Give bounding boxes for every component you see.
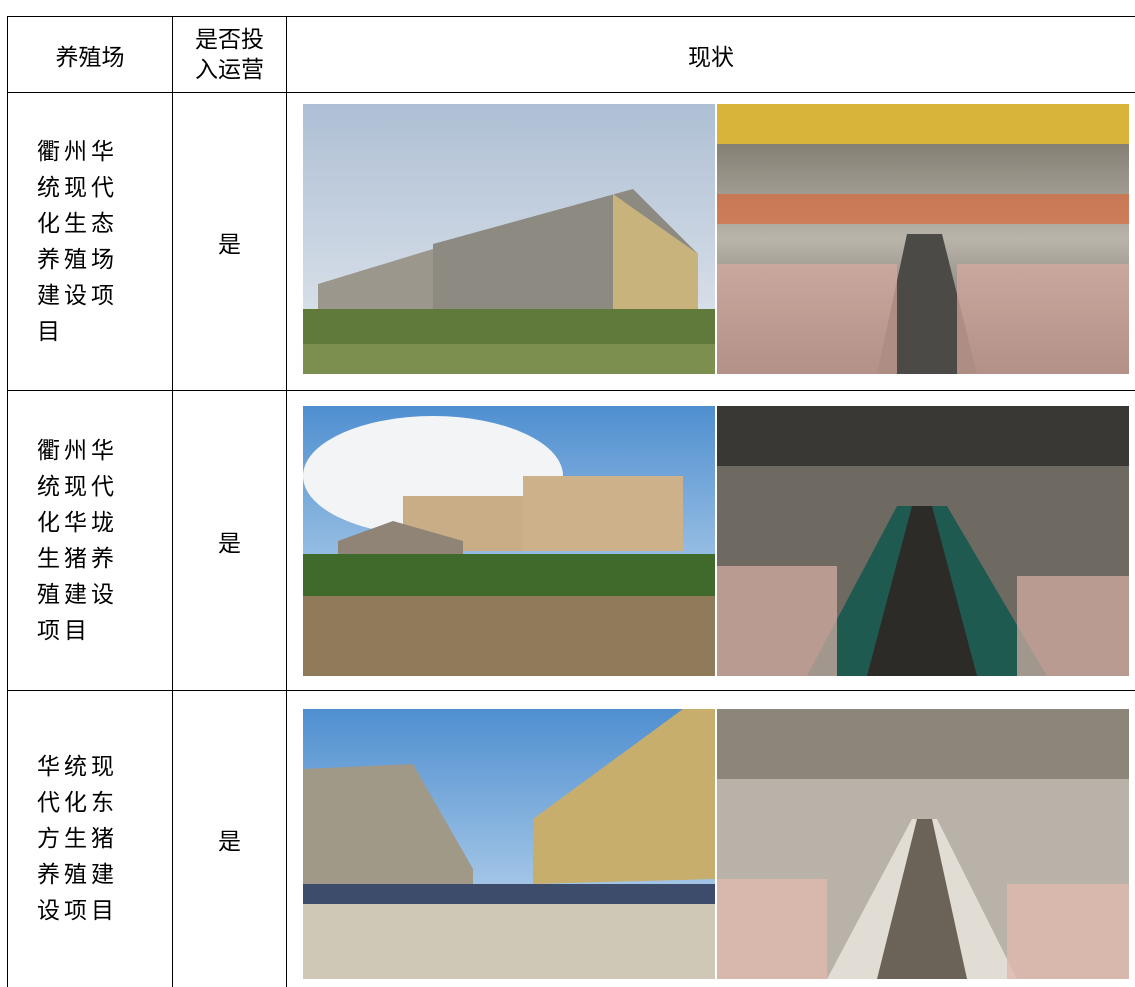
photo-exterior	[303, 104, 715, 374]
photo-exterior	[303, 406, 715, 676]
photo-interior	[717, 104, 1129, 374]
header-text: 现状	[688, 44, 734, 70]
rule	[7, 92, 1135, 93]
rule	[7, 390, 1135, 391]
name-cell: 衢州华统现代化生态养殖场建设项目	[8, 93, 172, 390]
rule	[172, 16, 173, 987]
farm-name: 衢州华统现代化华垅生猪养殖建设项目	[37, 437, 118, 643]
rule	[7, 16, 1135, 17]
status: 是	[218, 530, 241, 556]
header-text: 养殖场	[55, 44, 125, 70]
farm-name: 华统现代化东方生猪养殖建设项目	[37, 754, 118, 923]
status-cell: 是	[173, 93, 286, 390]
header-cell: 现状	[287, 17, 1135, 92]
status-cell: 是	[173, 691, 286, 987]
photo-interior	[717, 709, 1129, 979]
rule	[7, 16, 8, 987]
rule	[7, 690, 1135, 691]
rule	[286, 16, 287, 987]
header-cell: 养殖场	[8, 17, 172, 92]
status: 是	[218, 231, 241, 257]
photo-interior	[717, 406, 1129, 676]
farm-name: 衢州华统现代化生态养殖场建设项目	[37, 138, 118, 344]
header-cell: 是否投入运营	[173, 17, 286, 92]
photo-exterior	[303, 709, 715, 979]
name-cell: 衢州华统现代化华垅生猪养殖建设项目	[8, 391, 172, 690]
status-cell: 是	[173, 391, 286, 690]
name-cell: 华统现代化东方生猪养殖建设项目	[8, 691, 172, 987]
status: 是	[218, 829, 241, 854]
header-text: 是否投入运营	[195, 26, 264, 82]
